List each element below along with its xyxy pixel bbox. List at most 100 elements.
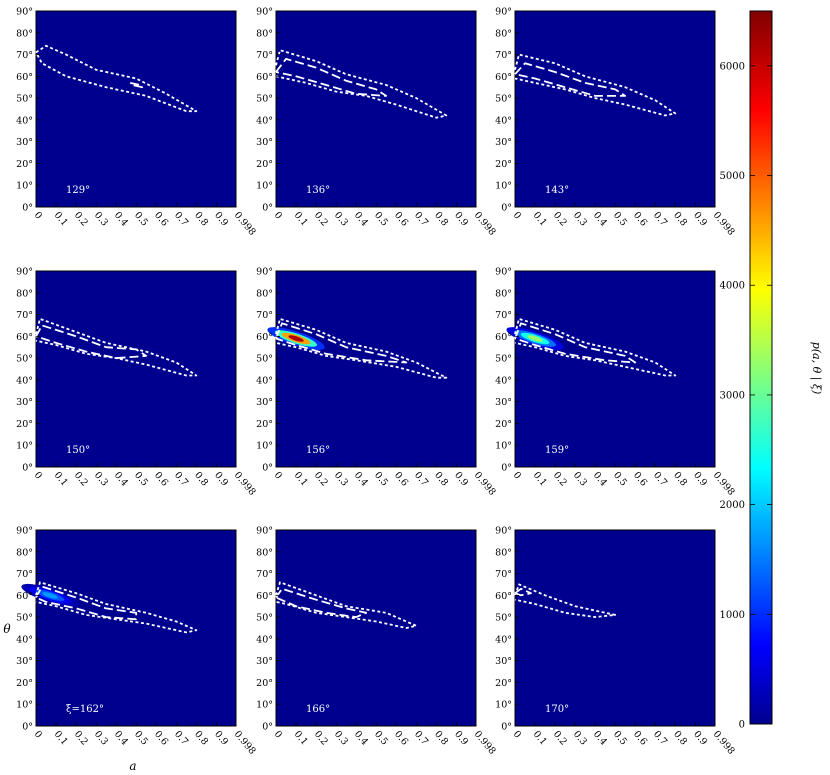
a-tick-label: 0.8 — [192, 470, 210, 489]
a-tick-label: 0.2 — [551, 470, 569, 489]
theta-tick-label: 10° — [16, 181, 33, 192]
a-tick-label: 0.1 — [531, 470, 549, 489]
theta-tick-label: 0° — [262, 463, 273, 474]
a-tick-label: 0.9 — [691, 470, 709, 489]
a-tick-label: 0.4 — [591, 729, 609, 748]
theta-tick-label: 40° — [256, 634, 273, 645]
theta-tick-label: 10° — [256, 441, 273, 452]
theta-tick-label: 60° — [495, 72, 512, 83]
a-tick-label: 0.5 — [611, 729, 629, 748]
a-tick-label: 0.5 — [372, 210, 390, 229]
contour-outer — [514, 318, 677, 377]
theta-tick-label: 70° — [256, 50, 273, 61]
a-tick-label: 0.6 — [152, 729, 170, 748]
a-tick-label: 0.4 — [112, 210, 130, 229]
contour-outer — [514, 53, 677, 117]
a-tick-label: 0.2 — [72, 729, 90, 748]
a-tick-label: 0.2 — [312, 210, 330, 229]
theta-tick-label: 60° — [495, 332, 512, 343]
a-tick-label: 0 — [32, 729, 44, 741]
theta-tick-label: 0° — [22, 463, 33, 474]
a-tick-label: 0 — [511, 470, 523, 482]
theta-tick-label: 90° — [16, 267, 33, 278]
theta-tick-label: 30° — [16, 656, 33, 667]
panel-label: 166° — [306, 704, 330, 715]
theta-tick-label: 30° — [495, 656, 512, 667]
theta-tick-label: 90° — [256, 267, 273, 278]
theta-tick-label: 80° — [16, 547, 33, 558]
panel-plot-area — [514, 270, 716, 468]
theta-tick-label: 10° — [495, 181, 512, 192]
panel-9: 170° 0° 10° 20° 30° 40° 50° 60° 70° 80° 90° 0 0.1 0.2… — [495, 526, 736, 757]
a-tick-label: 0 — [272, 210, 284, 222]
panel-label: 170° — [545, 704, 569, 715]
a-tick-label: 0.7 — [172, 470, 190, 489]
colorbar-tick-label: 2000 — [720, 500, 745, 511]
theta-tick-label: 10° — [256, 181, 273, 192]
theta-tick-label: 50° — [495, 613, 512, 624]
a-tick-label: 0.2 — [551, 210, 569, 229]
contour-outer — [275, 318, 448, 379]
a-tick-label: 0.9 — [691, 729, 709, 748]
panel-grid: 129°0°10°20°30°40°50°60°70°80°90°0 0.1 0.2… — [16, 7, 736, 757]
panel-label: 159° — [545, 445, 569, 456]
theta-tick-label: 80° — [256, 288, 273, 299]
a-tick-label: 0 — [511, 729, 523, 741]
a-tick-label: 0.7 — [651, 210, 669, 229]
a-tick-label: 0 — [511, 210, 523, 222]
panel-8: 166° 0° 10° 20° 30° 40° 50° 60° 70° 80° 90° 0 0.1 0.2… — [256, 526, 497, 757]
density-peak-level-4 — [288, 335, 304, 342]
panel-plot-area — [275, 270, 477, 468]
panel-plot-area — [514, 10, 716, 208]
theta-tick-label: 50° — [495, 354, 512, 365]
density-peak-level-4 — [527, 335, 543, 342]
density-peak-level-4 — [42, 592, 58, 599]
theta-tick-label: 0° — [501, 203, 512, 214]
panel-plot-area — [275, 529, 477, 727]
a-tick-label: 0.9 — [212, 470, 230, 489]
theta-tick-label: 80° — [495, 288, 512, 299]
theta-tick-label: 80° — [16, 288, 33, 299]
a-tick-label: 0.8 — [432, 470, 450, 489]
theta-tick-label: 60° — [16, 332, 33, 343]
a-tick-label: 0.1 — [292, 210, 310, 229]
theta-tick-label: 10° — [495, 441, 512, 452]
a-tick-label: 0.4 — [591, 470, 609, 489]
theta-tick-label: 50° — [256, 613, 273, 624]
a-tick-label: 0.9 — [212, 729, 230, 748]
panel-5: 156° 0° 10° 20° 30° 40° 50° 60° 70° 80° 90° 0 0.1 0.2… — [256, 267, 497, 498]
a-tick-label: 0.998 — [711, 210, 737, 238]
contour-inner — [275, 587, 368, 618]
a-tick-label: 0.7 — [172, 729, 190, 748]
theta-tick-label: 0° — [262, 722, 273, 733]
theta-tick-label: 10° — [256, 700, 273, 711]
theta-tick-label: 40° — [495, 634, 512, 645]
a-tick-label: 0.6 — [392, 729, 410, 748]
a-tick-label: 0.998 — [472, 210, 498, 238]
panel-3: 143° 0° 10° 20° 30° 40° 50° 60° 70° 80° 90° 0 0.1 0.2… — [495, 7, 736, 238]
a-tick-label: 0.3 — [332, 210, 350, 229]
a-tick-label: 0.8 — [192, 729, 210, 748]
theta-tick-label: 40° — [16, 115, 33, 126]
a-tick-label: 0.9 — [212, 210, 230, 229]
theta-tick-label: 20° — [495, 678, 512, 689]
a-tick-label: 0.6 — [152, 210, 170, 229]
a-tick-label: 0.8 — [432, 210, 450, 229]
contour-outer — [35, 581, 198, 634]
theta-tick-label: 70° — [16, 50, 33, 61]
theta-tick-label: 80° — [495, 28, 512, 39]
a-tick-label: 0.7 — [172, 210, 190, 229]
a-tick-label: 0.8 — [671, 470, 689, 489]
panel-plot-area — [35, 270, 237, 468]
panel-plot-area — [35, 529, 237, 727]
panel-plot-area — [514, 529, 716, 727]
a-tick-label: 0.998 — [711, 729, 737, 757]
a-tick-label: 0.3 — [571, 470, 589, 489]
theta-tick-label: 50° — [256, 354, 273, 365]
theta-tick-label: 60° — [256, 72, 273, 83]
theta-tick-label: 60° — [16, 72, 33, 83]
theta-tick-label: 0° — [501, 463, 512, 474]
panel-4: 150° 0° 10° 20° 30° 40° 50° 60° 70° 80° 90° 0 0.1 0.2… — [16, 267, 257, 498]
theta-tick-label: 20° — [256, 419, 273, 430]
